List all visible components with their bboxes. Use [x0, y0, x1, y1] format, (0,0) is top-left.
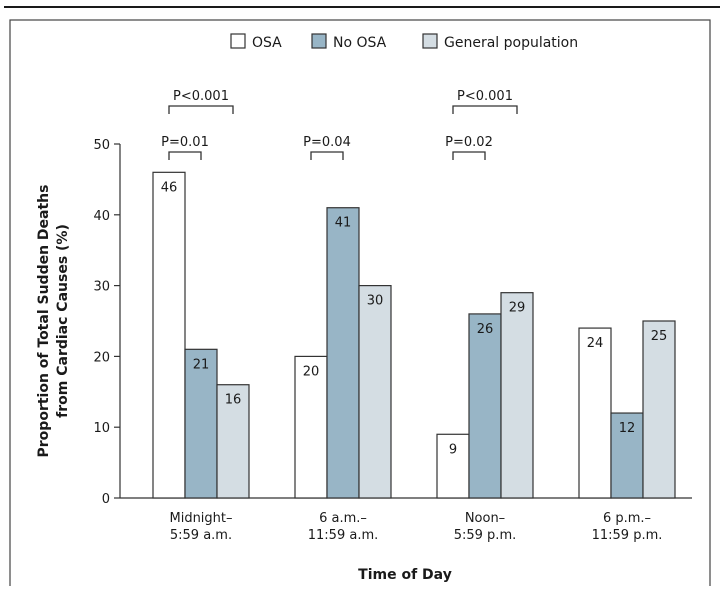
bar-osa — [578, 327, 612, 499]
significance-bracket — [452, 151, 486, 160]
legend: OSA No OSA General population — [230, 33, 578, 51]
data-label: 20 — [303, 364, 320, 379]
y-tick-label: 40 — [93, 209, 110, 224]
y-axis-title: Proportion of Total Sudden Deaths from Ca… — [36, 185, 71, 458]
x-axis-title: Time of Day — [358, 567, 452, 583]
bar-no-osa — [184, 348, 218, 499]
p-value-label: P=0.02 — [445, 135, 493, 150]
data-label: 26 — [477, 322, 494, 337]
data-label: 25 — [651, 329, 668, 344]
p-value-label: P=0.04 — [303, 135, 351, 150]
chart-panel-border — [9, 19, 711, 591]
significance-bracket — [452, 105, 518, 114]
legend-swatch — [311, 33, 327, 49]
legend-label: OSA — [252, 35, 282, 51]
bar-osa — [152, 171, 186, 499]
data-labels: 46 20 9 24 21 41 26 12 16 30 29 25 — [161, 180, 668, 457]
data-label: 21 — [193, 357, 210, 372]
legend-label: General population — [444, 35, 578, 51]
x-tick-label: Noon– 5:59 p.m. — [454, 511, 517, 543]
legend-swatch — [230, 33, 246, 49]
bar-osa — [294, 355, 328, 499]
bars — [152, 171, 676, 499]
bar-general-population — [358, 285, 392, 499]
x-axis: Midnight– 5:59 a.m. 6 a.m.– 11:59 a.m. Noon–… — [120, 497, 692, 543]
y-tick-label: 50 — [93, 138, 110, 153]
data-label: 30 — [367, 294, 384, 309]
data-label: 46 — [161, 180, 178, 195]
significance-bracket — [310, 151, 344, 160]
p-value-label: P=0.01 — [161, 135, 209, 150]
p-value-label: P<0.001 — [173, 89, 229, 104]
legend-label: No OSA — [333, 35, 387, 51]
data-label: 16 — [225, 393, 242, 408]
y-tick-label: 20 — [93, 350, 110, 365]
bar-general-population — [500, 292, 534, 499]
data-label: 29 — [509, 301, 526, 316]
y-tick-label: 30 — [93, 280, 110, 295]
legend-swatch — [422, 33, 438, 49]
x-tick-label: 6 a.m.– 11:59 a.m. — [308, 511, 379, 543]
x-tick-label: Midnight– 5:59 a.m. — [169, 511, 232, 543]
bar-no-osa — [326, 207, 360, 499]
data-label: 41 — [335, 216, 352, 231]
data-label: 24 — [587, 336, 604, 351]
p-value-label: P<0.001 — [457, 89, 513, 104]
data-label: 9 — [449, 442, 457, 457]
p-value-annotations: P<0.001 P=0.01 P=0.04 P<0.001 P=0.02 — [161, 89, 518, 160]
y-tick-label: 0 — [102, 492, 110, 507]
bar-general-population — [642, 320, 676, 499]
significance-bracket — [168, 105, 234, 114]
bar-general-population — [216, 384, 250, 499]
y-tick-label: 10 — [93, 421, 110, 436]
bar-no-osa — [468, 313, 502, 499]
bar-osa — [436, 433, 470, 499]
significance-bracket — [168, 151, 202, 160]
y-axis: 0 10 20 30 40 50 — [93, 138, 121, 507]
bar-no-osa — [610, 412, 644, 499]
x-tick-label: 6 p.m.– 11:59 p.m. — [592, 511, 663, 543]
data-label: 12 — [619, 421, 636, 436]
